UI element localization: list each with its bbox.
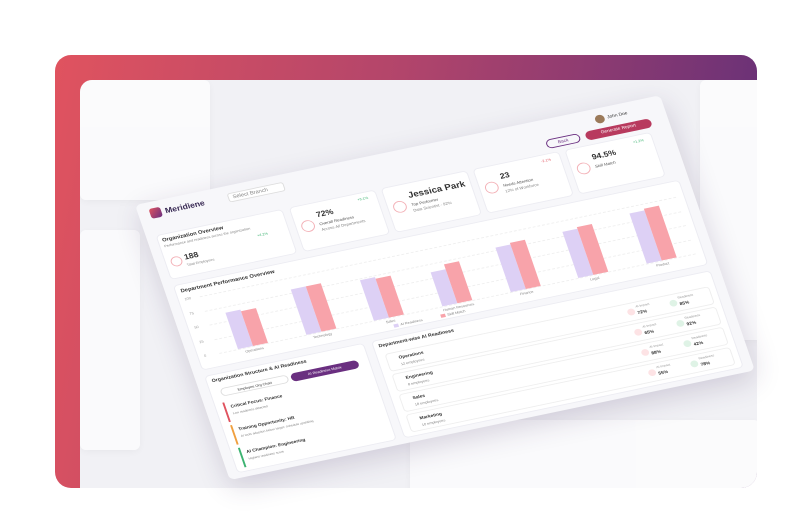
stat-icon: [483, 180, 501, 195]
stat-icon: [299, 219, 317, 234]
metric-icon: [640, 348, 651, 357]
legend-swatch: [393, 323, 400, 328]
y-tick-label: 50: [193, 324, 200, 330]
metric-icon: [682, 339, 693, 348]
metric-label: Readiness: [691, 333, 708, 341]
metric-value: 55%: [657, 369, 669, 377]
metric-value: 72%: [636, 308, 648, 316]
metric-label: Readiness: [684, 313, 701, 320]
metric-icon: [689, 359, 700, 368]
stat-value: 23: [498, 170, 511, 181]
metric-icon: [647, 368, 658, 377]
logo-icon: [148, 206, 164, 219]
metric-label: AI Impact: [655, 362, 671, 370]
y-tick-label: 100: [183, 295, 192, 302]
metric-label: AI Impact: [634, 302, 650, 309]
metric-icon: [675, 319, 686, 328]
employees-icon: [169, 255, 184, 268]
stat-change: +1.2%: [632, 137, 645, 145]
metric-value: 85%: [679, 300, 691, 307]
stat-icon: [391, 199, 409, 214]
stat-change: -2.1%: [540, 157, 552, 164]
metric-value: 65%: [643, 329, 655, 336]
metric-label: Readiness: [677, 293, 694, 300]
employees-change: +4.2%: [256, 231, 269, 238]
metric-icon: [668, 299, 679, 308]
background-panel: [410, 420, 757, 488]
department-employees: 8 employees: [407, 377, 430, 387]
avatar: [593, 114, 606, 125]
stat-label: Skill Match: [594, 160, 617, 169]
metric-value: 92%: [686, 320, 698, 328]
y-tick-label: 75: [188, 310, 195, 316]
metric-icon: [626, 307, 637, 317]
stat-value: 72%: [314, 207, 335, 219]
branch-select[interactable]: Select Branch: [226, 181, 286, 203]
metric-value: 42%: [692, 340, 705, 348]
metric-value: 78%: [699, 360, 712, 368]
user-name: John Doe: [606, 110, 629, 120]
metric-label: AI Impact: [641, 322, 657, 329]
background-panel: [80, 80, 210, 200]
metric-value: 88%: [650, 349, 662, 357]
legend-swatch: [440, 313, 446, 318]
metric-label: AI Impact: [648, 342, 664, 349]
stat-change: +3.1%: [356, 195, 369, 202]
background-panel: [80, 230, 140, 450]
stat-icon: [575, 161, 593, 176]
y-tick-label: 0: [203, 353, 207, 358]
y-tick-label: 25: [198, 338, 205, 344]
brand: Meridiene: [163, 198, 206, 215]
metric-icon: [633, 328, 644, 337]
metric-label: Readiness: [698, 353, 715, 361]
